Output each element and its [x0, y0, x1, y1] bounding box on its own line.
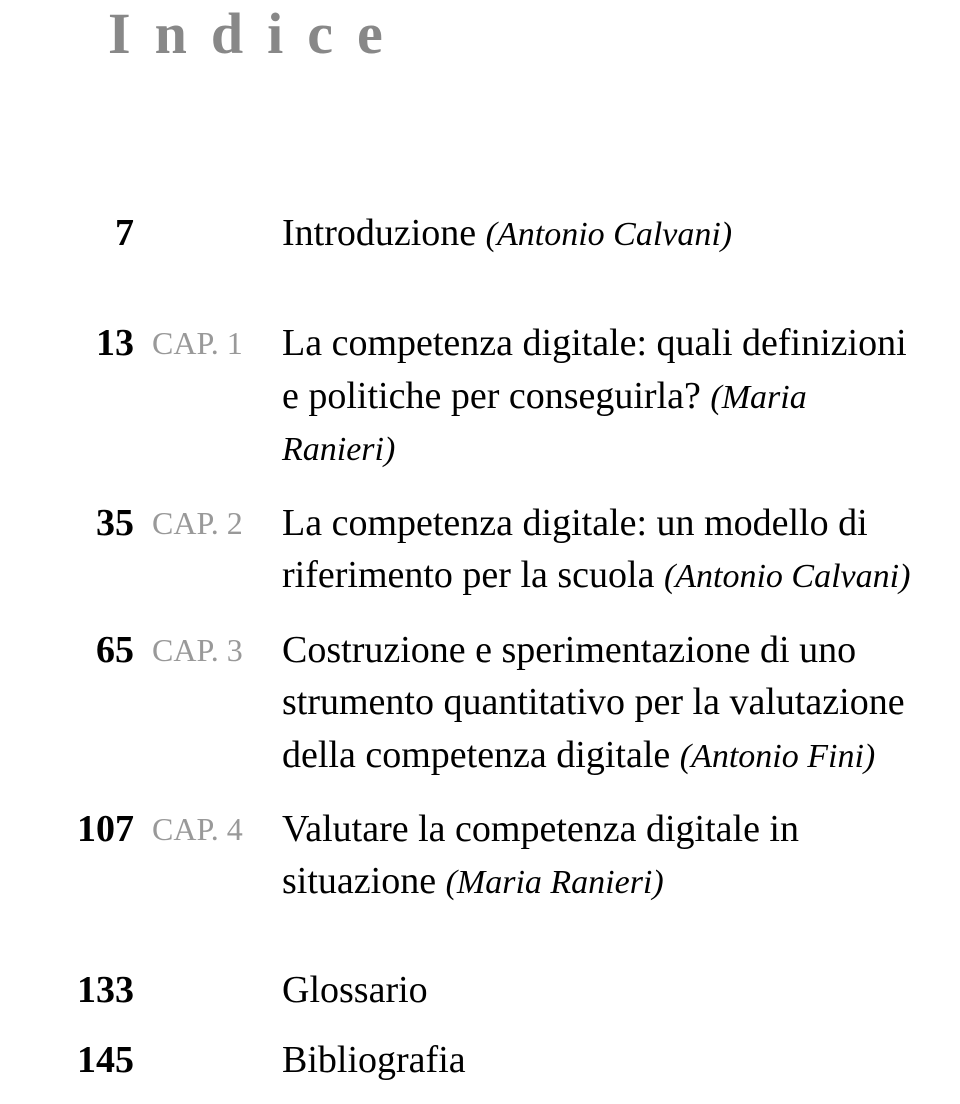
backmatter-title: Bibliografia	[282, 1034, 920, 1086]
back-matter: 133 Glossario 145 Bibliografia	[52, 964, 920, 1087]
toc-chapter-row: 35 CAP. 2 La competenza digitale: un mod…	[52, 497, 920, 602]
backmatter-page-number: 133	[52, 964, 152, 1016]
chapter-entry: La competenza digitale: quali definizion…	[282, 317, 920, 474]
toc-chapter-row: 65 CAP. 3 Costruzione e sperimentazione …	[52, 624, 920, 781]
chapter-label: CAP. 1	[152, 317, 282, 365]
chapter-entry: Valutare la competenza digitale in situa…	[282, 803, 920, 908]
chapter-page-number: 65	[52, 624, 152, 676]
chapter-page-number: 13	[52, 317, 152, 369]
chapter-page-number: 107	[52, 803, 152, 855]
intro-page-number: 7	[52, 207, 152, 259]
chapter-author: (Antonio Calvani)	[664, 558, 910, 595]
intro-entry: Introduzione (Antonio Calvani)	[282, 207, 920, 259]
chapter-label: CAP. 2	[152, 497, 282, 545]
backmatter-spacer	[152, 964, 282, 968]
chapter-label: CAP. 4	[152, 803, 282, 851]
intro-title: Introduzione	[282, 212, 476, 254]
chapter-page-number: 35	[52, 497, 152, 549]
toc-chapter-row: 107 CAP. 4 Valutare la competenza digita…	[52, 803, 920, 908]
toc-backmatter-row: 133 Glossario	[52, 964, 920, 1016]
intro-author: (Antonio Calvani)	[486, 216, 732, 253]
intro-spacer	[152, 207, 282, 211]
toc-intro-row: 7 Introduzione (Antonio Calvani)	[52, 207, 920, 259]
chapter-entry: La competenza digitale: un modello di ri…	[282, 497, 920, 602]
toc-chapter-row: 13 CAP. 1 La competenza digitale: quali …	[52, 317, 920, 474]
chapter-entry: Costruzione e sperimentazione di uno str…	[282, 624, 920, 781]
toc-backmatter-row: 145 Bibliografia	[52, 1034, 920, 1086]
backmatter-page-number: 145	[52, 1034, 152, 1086]
chapter-author: (Antonio Fini)	[680, 738, 875, 775]
table-of-contents: 7 Introduzione (Antonio Calvani) 13 CAP.…	[0, 207, 960, 1087]
page-title: Indice	[0, 0, 960, 67]
backmatter-spacer	[152, 1034, 282, 1038]
chapter-label: CAP. 3	[152, 624, 282, 672]
chapter-author: (Maria Ranieri)	[446, 864, 664, 901]
chapter-title: La competenza digitale: quali definizion…	[282, 322, 907, 416]
backmatter-title: Glossario	[282, 964, 920, 1016]
